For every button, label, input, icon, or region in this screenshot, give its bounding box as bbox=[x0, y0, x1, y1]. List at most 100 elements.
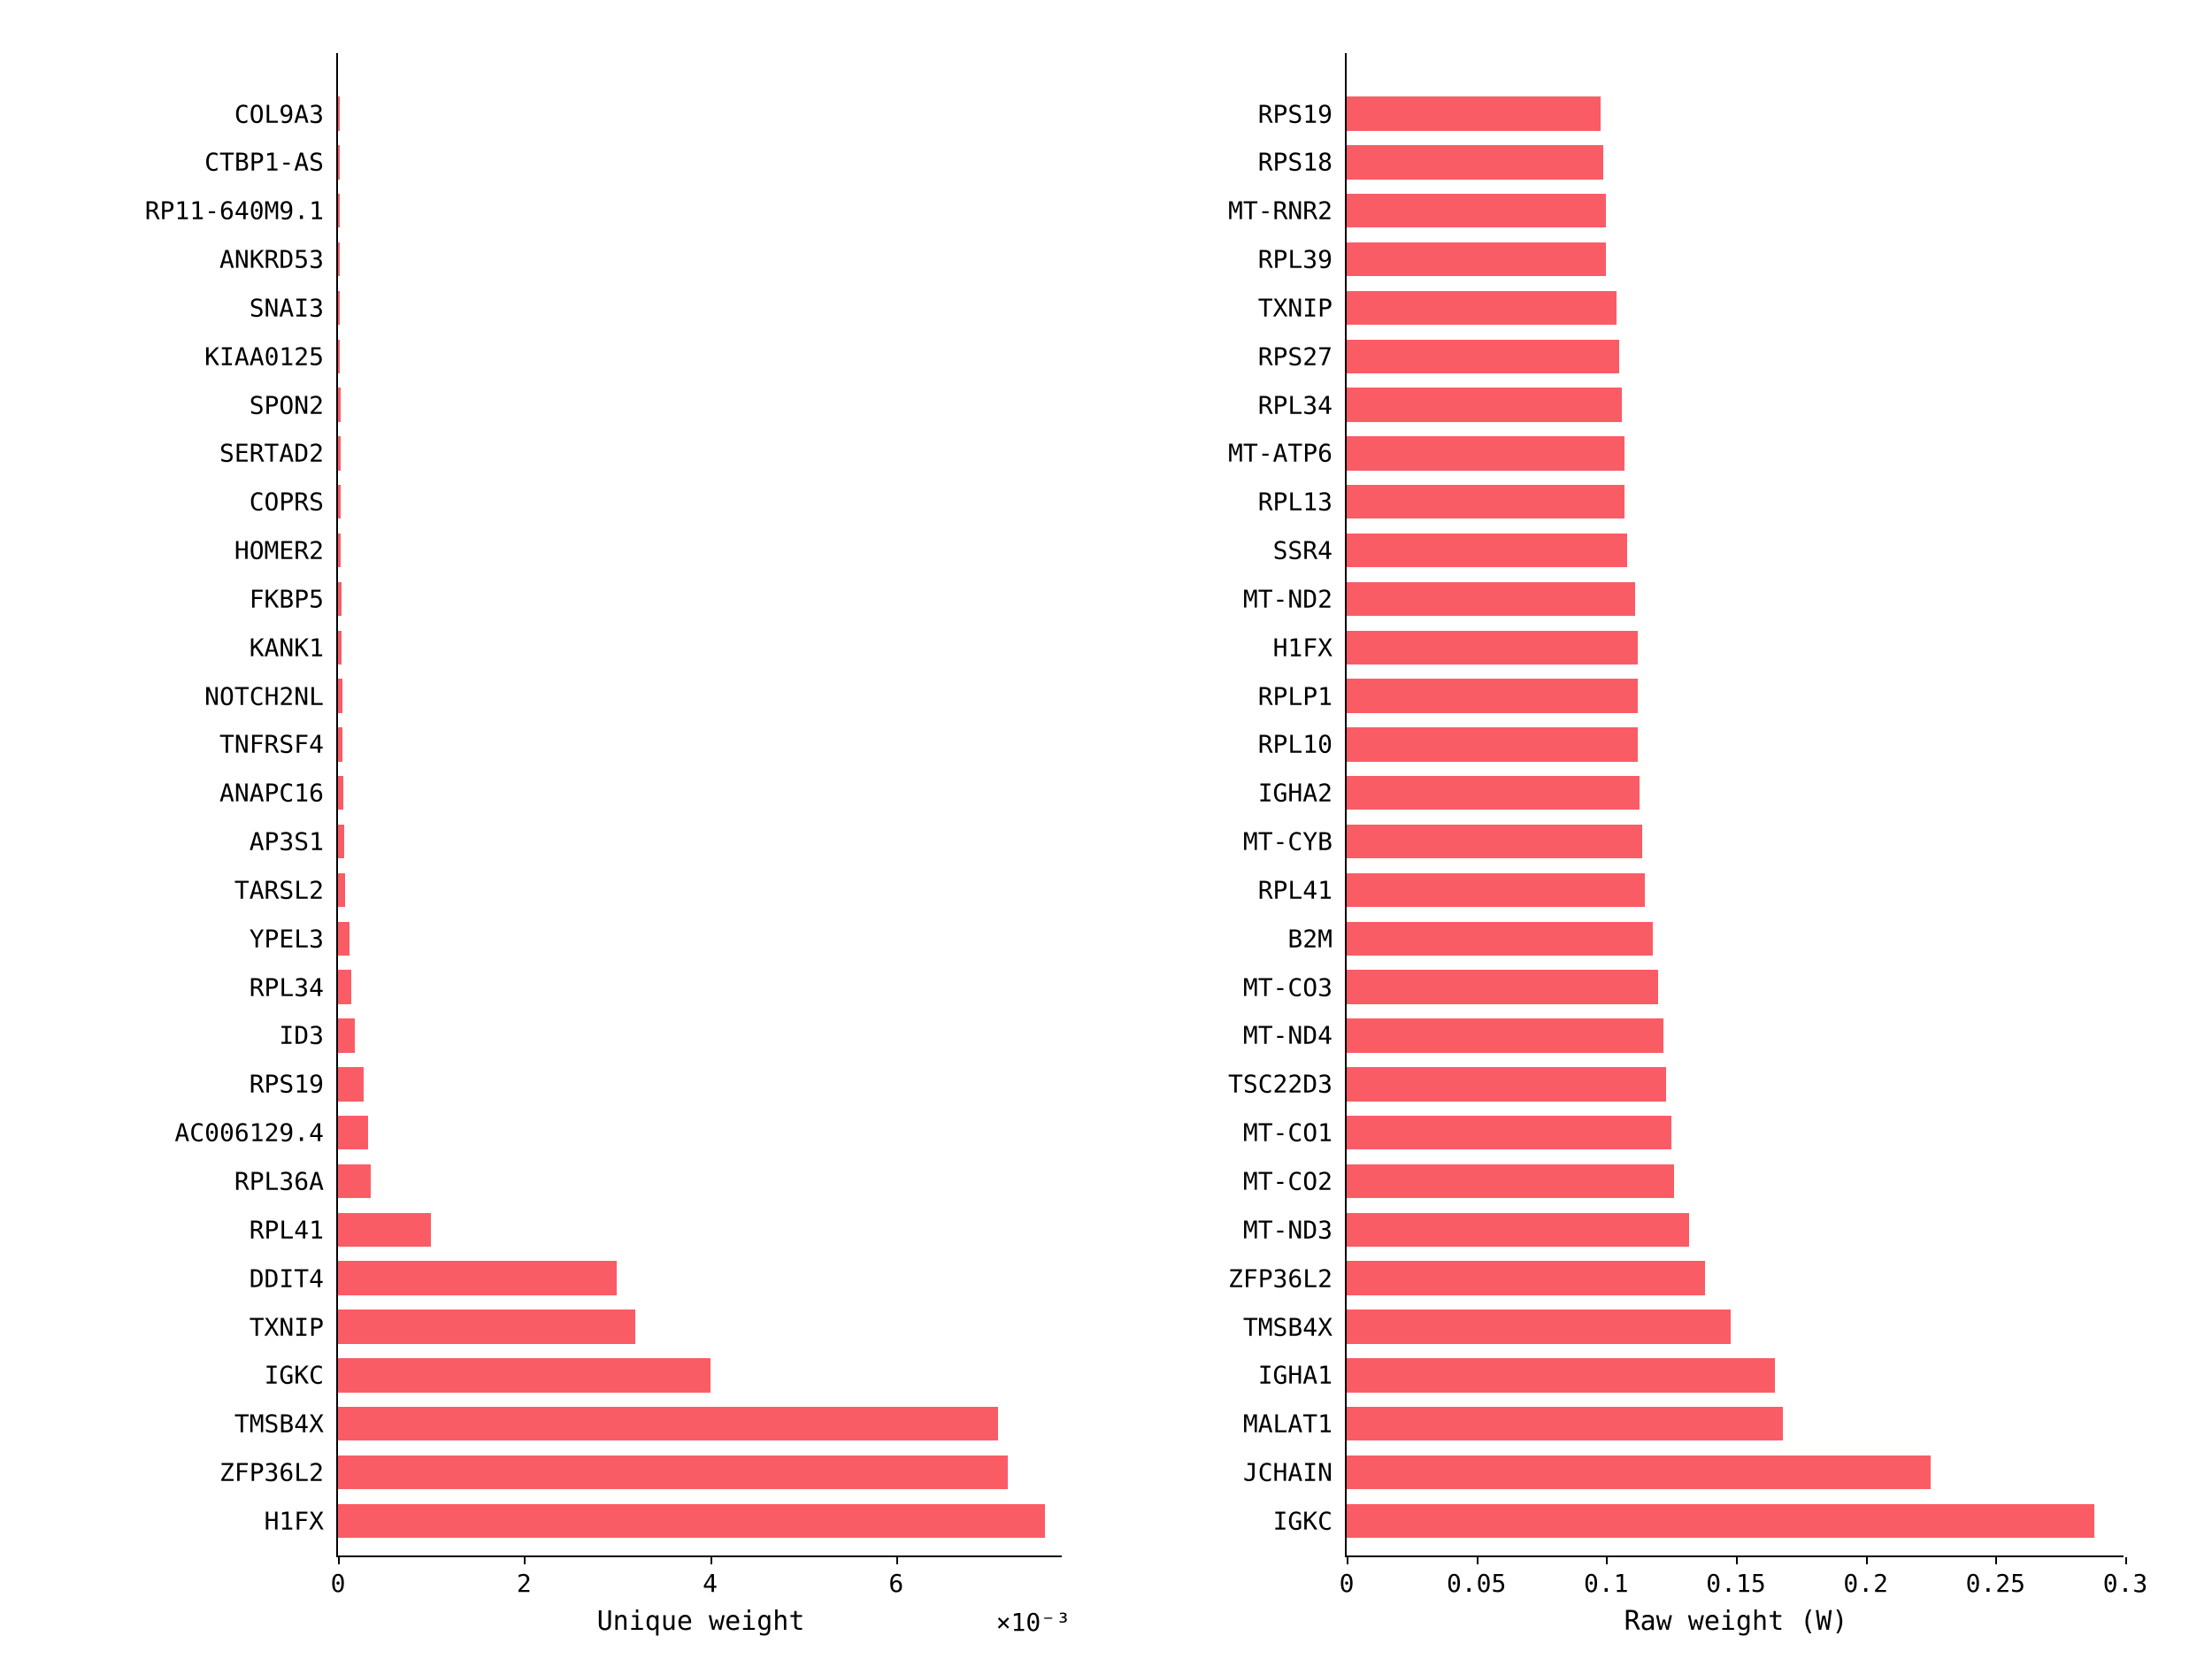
y-tick-label: SSR4 bbox=[1273, 536, 1345, 565]
bar bbox=[338, 1358, 710, 1392]
y-tick-label: AP3S1 bbox=[250, 827, 336, 856]
y-tick-label: TNFRSF4 bbox=[219, 730, 336, 759]
x-tick-label: 0.05 bbox=[1447, 1569, 1506, 1598]
x-tick bbox=[2125, 1557, 2127, 1564]
y-tick-label: IGHA1 bbox=[1258, 1361, 1345, 1390]
bar bbox=[1347, 970, 1658, 1003]
bar bbox=[1347, 340, 1619, 373]
bar bbox=[338, 1504, 1045, 1538]
bar bbox=[1347, 96, 1601, 130]
bar bbox=[338, 1213, 431, 1247]
y-tick-label: MT-CO1 bbox=[1243, 1118, 1345, 1148]
y-tick-label: TSC22D3 bbox=[1228, 1070, 1345, 1099]
y-tick-label: SPON2 bbox=[250, 390, 336, 419]
figure: H1FXZFP36L2TMSB4XIGKCTXNIPDDIT4RPL41RPL3… bbox=[0, 0, 2212, 1659]
x-axis-title: Raw weight (W) bbox=[1624, 1606, 1848, 1637]
bar bbox=[1347, 291, 1617, 325]
panel-unique-weight: H1FXZFP36L2TMSB4XIGKCTXNIPDDIT4RPL41RPL3… bbox=[88, 53, 1062, 1557]
bar bbox=[338, 1310, 635, 1343]
y-tick-label: AC006129.4 bbox=[174, 1118, 336, 1148]
x-tick-label: 0.3 bbox=[2103, 1569, 2148, 1598]
bar bbox=[338, 291, 340, 325]
y-tick-label: RPS19 bbox=[250, 1070, 336, 1099]
bar bbox=[1347, 825, 1642, 858]
bar bbox=[338, 1261, 617, 1294]
y-tick-label: MT-ND3 bbox=[1243, 1215, 1345, 1244]
x-axis-exponent: ×10⁻³ bbox=[996, 1608, 1071, 1637]
y-tick-label: FKBP5 bbox=[250, 584, 336, 613]
y-axis-labels: IGKCJCHAINMALAT1IGHA1TMSB4XZFP36L2MT-ND3… bbox=[1150, 53, 1345, 1557]
bar bbox=[1347, 1310, 1731, 1343]
y-tick-label: H1FX bbox=[265, 1506, 336, 1535]
bar bbox=[1347, 194, 1606, 227]
y-tick-label: ID3 bbox=[279, 1021, 336, 1050]
y-axis-labels: H1FXZFP36L2TMSB4XIGKCTXNIPDDIT4RPL41RPL3… bbox=[88, 53, 336, 1557]
bar bbox=[1347, 1164, 1674, 1198]
x-tick bbox=[1995, 1557, 1997, 1564]
bar bbox=[338, 96, 340, 130]
bar bbox=[1347, 1116, 1671, 1149]
y-tick-label: IGHA2 bbox=[1258, 779, 1345, 808]
x-tick bbox=[524, 1557, 526, 1564]
y-tick-label: TXNIP bbox=[1258, 293, 1345, 322]
y-tick-label: JCHAIN bbox=[1243, 1458, 1345, 1487]
x-tick-label: 4 bbox=[703, 1569, 718, 1598]
y-tick-label: TMSB4X bbox=[1243, 1312, 1345, 1341]
x-tick-label: 6 bbox=[888, 1569, 903, 1598]
bar bbox=[338, 1116, 368, 1149]
x-tick bbox=[1606, 1557, 1608, 1564]
y-tick-label: DDIT4 bbox=[250, 1263, 336, 1293]
plot-area: 0246Unique weight×10⁻³ bbox=[336, 53, 1062, 1557]
bar bbox=[1347, 631, 1638, 664]
y-tick-label: SERTAD2 bbox=[219, 439, 336, 468]
y-tick-label: IGKC bbox=[1273, 1506, 1345, 1535]
y-tick-label: RPS27 bbox=[1258, 342, 1345, 371]
bar bbox=[338, 631, 342, 664]
y-tick-label: TARSL2 bbox=[234, 875, 336, 904]
y-tick-label: RPL13 bbox=[1258, 488, 1345, 517]
y-tick-label: YPEL3 bbox=[250, 924, 336, 953]
y-tick-label: KANK1 bbox=[250, 633, 336, 662]
y-tick-label: HOMER2 bbox=[234, 536, 336, 565]
bar bbox=[1347, 1213, 1689, 1247]
x-tick-label: 0 bbox=[331, 1569, 346, 1598]
bar bbox=[1347, 1018, 1663, 1052]
bar bbox=[1347, 922, 1653, 956]
bar bbox=[338, 873, 345, 907]
bar bbox=[338, 485, 341, 518]
x-tick bbox=[1347, 1557, 1348, 1564]
bar bbox=[1347, 679, 1638, 712]
bar bbox=[338, 582, 342, 616]
bar bbox=[338, 727, 342, 761]
bar bbox=[338, 436, 341, 470]
bar bbox=[1347, 1358, 1775, 1392]
bar bbox=[338, 194, 340, 227]
y-tick-label: TXNIP bbox=[250, 1312, 336, 1341]
y-tick-label: ANAPC16 bbox=[219, 779, 336, 808]
bar bbox=[338, 242, 340, 276]
y-tick-label: MALAT1 bbox=[1243, 1409, 1345, 1439]
bar bbox=[1347, 534, 1627, 567]
bar bbox=[1347, 145, 1603, 179]
bar bbox=[338, 679, 342, 712]
y-tick-label: RPLP1 bbox=[1258, 681, 1345, 710]
bar bbox=[338, 776, 343, 810]
bar bbox=[1347, 1261, 1705, 1294]
bar bbox=[1347, 1455, 1931, 1489]
y-tick-label: KIAA0125 bbox=[204, 342, 336, 371]
x-tick bbox=[1866, 1557, 1868, 1564]
bar bbox=[338, 1067, 364, 1101]
bar bbox=[338, 825, 344, 858]
bar bbox=[1347, 727, 1638, 761]
y-tick-label: MT-CO3 bbox=[1243, 972, 1345, 1002]
y-tick-label: ZFP36L2 bbox=[219, 1458, 336, 1487]
y-tick-label: RPL39 bbox=[1258, 245, 1345, 274]
bar bbox=[1347, 1407, 1783, 1440]
y-tick-label: ANKRD53 bbox=[219, 245, 336, 274]
x-tick bbox=[1736, 1557, 1738, 1564]
x-tick-label: 0.1 bbox=[1584, 1569, 1629, 1598]
bar bbox=[1347, 776, 1640, 810]
y-tick-label: MT-ND4 bbox=[1243, 1021, 1345, 1050]
bar bbox=[1347, 388, 1622, 421]
bar bbox=[338, 1455, 1008, 1489]
